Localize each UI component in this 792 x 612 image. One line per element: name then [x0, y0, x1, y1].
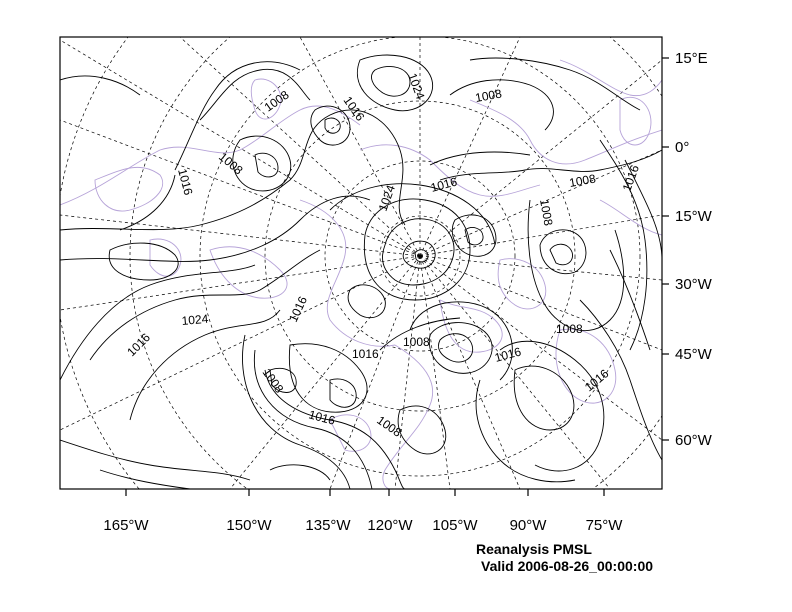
contour-label: 1016 — [429, 174, 459, 195]
contour-label: 1024 — [376, 183, 398, 213]
contour-label: 1008 — [556, 322, 583, 336]
lon-label: 75°W — [586, 517, 624, 534]
lon-label: 165°W — [103, 517, 149, 534]
lat-label: 15°E — [675, 50, 708, 67]
lon-label: 120°W — [367, 517, 413, 534]
lat-label: 60°W — [675, 432, 713, 449]
contour-label: 1016 — [493, 344, 523, 365]
lat-label: 30°W — [675, 276, 713, 293]
lat-label: 15°W — [675, 208, 713, 225]
contour-label: 1008 — [260, 366, 287, 396]
pressure-contours — [60, 54, 662, 489]
contour-label: 1016 — [286, 294, 310, 324]
contour-label: 1024 — [405, 71, 427, 101]
right-axis-labels: 15°E 0° 15°W 30°W 45°W 60°W — [675, 50, 713, 449]
contour-label: 1008 — [474, 86, 503, 104]
map-valid-time: Valid 2006-08-26_00:00:00 — [481, 558, 654, 574]
bottom-ticks — [125, 489, 605, 496]
lon-label: 105°W — [432, 517, 478, 534]
lon-label: 90°W — [510, 517, 548, 534]
contour-label: 1008 — [262, 87, 292, 114]
lat-label: 0° — [675, 139, 689, 156]
bottom-axis-labels: 165°W 150°W 135°W 120°W 105°W 90°W 75°W — [103, 517, 623, 534]
contour-label: 1008 — [374, 413, 404, 440]
contour-label: 1008 — [216, 150, 246, 178]
coastlines — [60, 59, 662, 489]
lat-label: 45°W — [675, 346, 713, 363]
contour-label: 1008 — [568, 171, 597, 189]
contour-label: 1008 — [403, 335, 430, 349]
lon-label: 135°W — [305, 517, 351, 534]
contour-label: 1016 — [352, 347, 379, 361]
lon-label: 150°W — [226, 517, 272, 534]
contour-label: 1016 — [341, 94, 368, 124]
map-title: Reanalysis PMSL — [476, 541, 592, 557]
right-ticks — [662, 57, 669, 441]
contour-label: 1016 — [175, 167, 196, 197]
contour-label: 1024 — [181, 312, 209, 328]
contour-label: 1016 — [620, 163, 642, 193]
plot-frame — [59, 36, 663, 490]
contour-label: 1016 — [124, 330, 153, 359]
contour-label: 1016 — [307, 407, 337, 428]
contour-label: 1008 — [537, 198, 555, 227]
